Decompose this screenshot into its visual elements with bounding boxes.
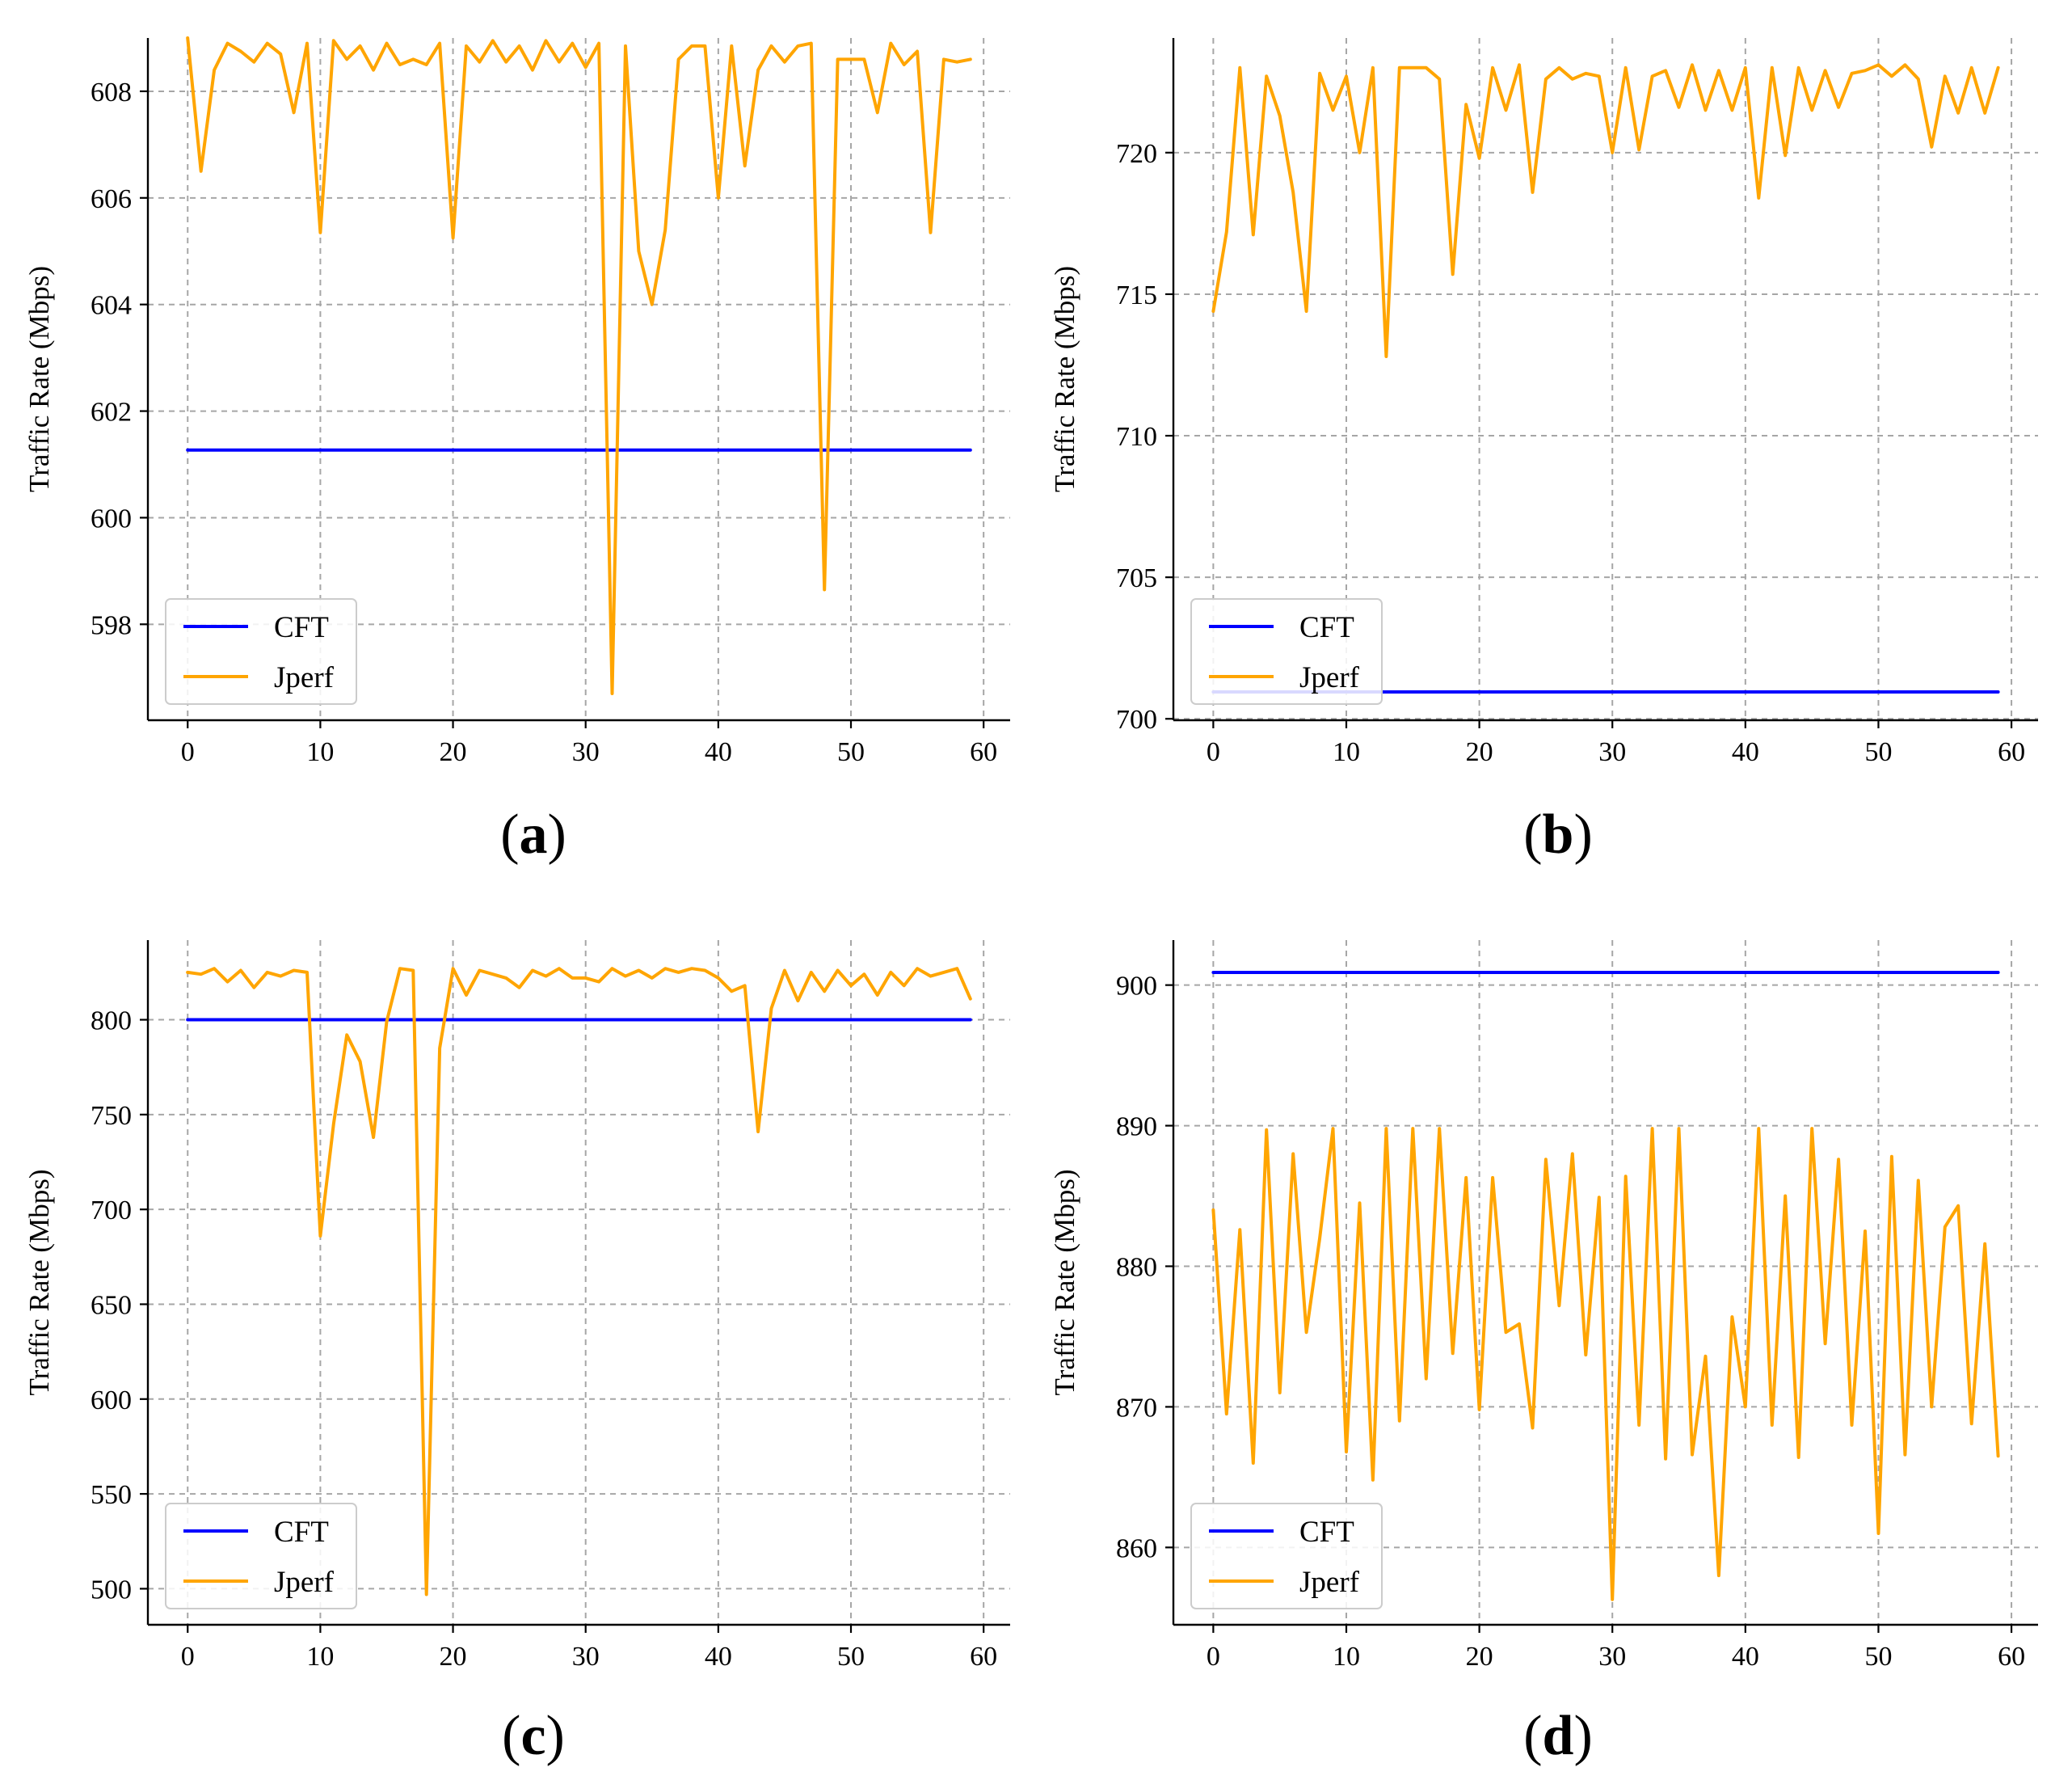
x-tick-label: 0 [181, 737, 195, 767]
x-tick-label: 50 [1864, 737, 1892, 767]
x-tick-label: 50 [1864, 1642, 1892, 1672]
legend-label-cft: CFT [274, 611, 329, 644]
x-tick-label: 60 [970, 737, 997, 767]
panel-label-open: ( [500, 803, 519, 866]
panel-label-letter: c [520, 1705, 545, 1767]
x-tick-label: 60 [1998, 737, 2025, 767]
y-axis-label: Traffic Rate (Mbps) [1049, 266, 1080, 492]
panel-label-close: ) [1573, 1705, 1592, 1767]
panel-label-letter: a [520, 803, 548, 866]
x-tick-label: 0 [181, 1642, 195, 1672]
legend: CFT Jperf [1190, 1503, 1383, 1609]
panel-label-b: (b) [1523, 803, 1593, 866]
y-tick-label: 604 [91, 291, 132, 321]
y-tick-label: 800 [91, 1006, 132, 1036]
x-tick-label: 60 [1998, 1642, 2025, 1672]
panel-label-open: ( [502, 1705, 520, 1767]
legend-label-jperf: Jperf [1299, 661, 1360, 694]
y-tick-label: 600 [91, 504, 132, 534]
y-tick-label: 700 [1116, 705, 1157, 735]
y-tick-label: 598 [91, 610, 132, 640]
x-tick-label: 30 [572, 1642, 600, 1672]
legend-label-jperf: Jperf [274, 1566, 335, 1599]
x-tick-label: 0 [1207, 1642, 1220, 1672]
x-tick-label: 30 [572, 737, 600, 767]
x-tick-label: 60 [970, 1642, 997, 1672]
x-tick-label: 40 [705, 737, 732, 767]
chart-panel-a: 0 10 20 30 40 50 60 598 600 602 604 606 608 Traffic R… [23, 36, 1010, 767]
x-tick-label: 10 [306, 737, 334, 767]
x-tick-label: 10 [1333, 737, 1360, 767]
y-tick-label: 700 [91, 1196, 132, 1225]
y-tick-label: 650 [91, 1290, 132, 1320]
legend: CFT Jperf [1190, 598, 1383, 705]
y-tick-label: 500 [91, 1575, 132, 1605]
x-tick-label: 10 [1333, 1642, 1360, 1672]
y-tick-label: 750 [91, 1101, 132, 1131]
panel-label-d: (d) [1523, 1705, 1593, 1767]
y-tick-label: 870 [1116, 1393, 1157, 1423]
x-tick-label: 0 [1207, 737, 1220, 767]
chart-panel-c: 0 10 20 30 40 50 60 500 550 600 650 700 750 800 Traffi… [23, 940, 1010, 1672]
chart-panel-b: 0 10 20 30 40 50 60 700 705 710 715 720 Traffic Rate… [1049, 38, 2038, 767]
y-tick-label: 890 [1116, 1112, 1157, 1142]
panel-label-close: ) [548, 803, 566, 866]
y-tick-label: 705 [1116, 563, 1157, 593]
series-line-jperf [1211, 63, 2000, 358]
y-tick-label: 606 [91, 184, 132, 214]
y-tick-label: 550 [91, 1480, 132, 1510]
series-line-jperf [1211, 1127, 2000, 1601]
x-tick-label: 20 [1466, 737, 1493, 767]
y-tick-label: 720 [1116, 139, 1157, 169]
legend-label-jperf: Jperf [274, 661, 335, 694]
x-tick-label: 40 [705, 1642, 732, 1672]
legend-label-jperf: Jperf [1299, 1566, 1360, 1599]
series-line-jperf [186, 36, 972, 695]
y-tick-label: 710 [1116, 422, 1157, 452]
x-tick-label: 50 [837, 1642, 865, 1672]
x-tick-label: 40 [1732, 1642, 1759, 1672]
x-tick-label: 10 [306, 1642, 334, 1672]
y-tick-label: 880 [1116, 1252, 1157, 1282]
panel-label-c: (c) [502, 1705, 565, 1767]
panel-label-letter: d [1543, 1705, 1574, 1767]
y-tick-label: 900 [1116, 972, 1157, 1002]
y-tick-label: 602 [91, 398, 132, 428]
panel-label-close: ) [546, 1705, 565, 1767]
y-tick-label: 715 [1116, 280, 1157, 310]
legend-label-cft: CFT [274, 1516, 329, 1549]
x-tick-label: 20 [1466, 1642, 1493, 1672]
y-axis-label: Traffic Rate (Mbps) [1049, 1170, 1080, 1396]
x-tick-label: 50 [837, 737, 865, 767]
panel-label-a: (a) [500, 803, 566, 866]
x-tick-label: 40 [1732, 737, 1759, 767]
y-tick-label: 608 [91, 78, 132, 108]
x-tick-label: 20 [440, 737, 467, 767]
y-tick-label: 600 [91, 1385, 132, 1415]
x-tick-label: 30 [1598, 737, 1626, 767]
panel-label-open: ( [1523, 1705, 1542, 1767]
legend: CFT Jperf [165, 598, 357, 705]
legend-label-cft: CFT [1299, 611, 1354, 644]
chart-panel-d: 0 10 20 30 40 50 60 860 870 880 890 900 Traffic Rate… [1049, 940, 2038, 1672]
panel-label-close: ) [1573, 803, 1592, 866]
y-axis-label: Traffic Rate (Mbps) [23, 1170, 55, 1396]
legend: CFT Jperf [165, 1503, 357, 1609]
panel-label-letter: b [1543, 803, 1574, 866]
panel-label-open: ( [1523, 803, 1542, 866]
x-tick-label: 20 [440, 1642, 467, 1672]
x-tick-label: 30 [1598, 1642, 1626, 1672]
series-line-jperf [186, 967, 972, 1596]
legend-label-cft: CFT [1299, 1516, 1354, 1549]
y-axis-label: Traffic Rate (Mbps) [23, 266, 55, 492]
y-tick-label: 860 [1116, 1533, 1157, 1563]
